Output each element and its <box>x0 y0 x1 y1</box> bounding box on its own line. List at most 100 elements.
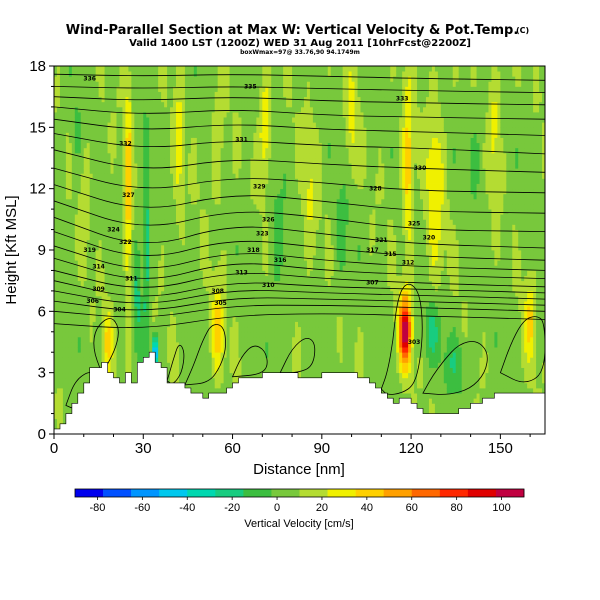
velocity-cell <box>80 71 85 77</box>
velocity-cell <box>199 352 204 358</box>
velocity-cell <box>161 71 165 77</box>
velocity-cell <box>89 117 94 123</box>
velocity-cell <box>155 66 159 72</box>
velocity-cell <box>152 66 156 72</box>
velocity-cell <box>247 81 251 87</box>
velocity-cell <box>214 265 219 271</box>
velocity-cell <box>134 239 138 246</box>
velocity-cell <box>259 321 263 328</box>
velocity-cell <box>71 86 76 92</box>
velocity-cell <box>202 71 207 77</box>
velocity-cell <box>149 316 153 322</box>
velocity-cell <box>134 336 138 343</box>
velocity-cell <box>199 127 204 133</box>
velocity-cell <box>193 122 198 128</box>
velocity-cell <box>170 183 174 190</box>
velocity-cell <box>54 342 58 348</box>
velocity-cell <box>158 163 162 169</box>
velocity-cell <box>125 71 129 77</box>
velocity-cell <box>92 234 97 241</box>
velocity-cell <box>178 96 183 103</box>
velocity-cell <box>77 306 82 312</box>
velocity-cell <box>158 265 162 271</box>
velocity-cell <box>89 301 94 307</box>
velocity-cell <box>181 239 186 246</box>
velocity-cell <box>181 265 186 271</box>
velocity-cell <box>220 163 225 169</box>
chart-subsubtitle: boxWmax=97@ 33.76,90 94.1749m <box>240 49 360 56</box>
velocity-cell <box>164 101 168 108</box>
velocity-cell <box>125 270 129 276</box>
velocity-cell <box>56 250 61 256</box>
velocity-cell <box>181 112 186 118</box>
velocity-cell <box>184 132 189 138</box>
velocity-cell <box>167 188 171 195</box>
velocity-cell <box>235 209 239 215</box>
velocity-cell <box>74 316 79 322</box>
velocity-cell <box>208 372 213 379</box>
velocity-cell <box>229 347 233 353</box>
velocity-cell <box>92 86 97 92</box>
velocity-cell <box>146 76 150 82</box>
velocity-cell <box>86 260 91 266</box>
velocity-cell <box>134 209 138 215</box>
velocity-cell <box>95 137 100 144</box>
velocity-cell <box>104 178 108 184</box>
velocity-cell <box>256 214 260 220</box>
velocity-cell <box>80 214 85 220</box>
velocity-cell <box>217 193 222 200</box>
velocity-cell <box>235 352 239 358</box>
velocity-cell <box>247 127 251 133</box>
velocity-cell <box>140 347 144 353</box>
velocity-cell <box>104 357 108 363</box>
velocity-cell <box>235 260 239 266</box>
velocity-cell <box>140 122 144 128</box>
velocity-cell <box>214 198 219 205</box>
velocity-cell <box>92 352 97 358</box>
velocity-cell <box>187 239 192 246</box>
velocity-cell <box>181 188 186 195</box>
velocity-cell <box>104 352 108 358</box>
velocity-cell <box>119 347 123 353</box>
velocity-cell <box>56 306 61 312</box>
velocity-cell <box>241 239 245 246</box>
velocity-cell <box>220 66 225 72</box>
velocity-cell <box>226 81 230 87</box>
velocity-cell <box>241 275 245 282</box>
velocity-cell <box>226 275 230 282</box>
velocity-cell <box>161 76 165 82</box>
velocity-cell <box>190 219 195 225</box>
velocity-cell <box>54 301 58 307</box>
velocity-cell <box>68 168 73 174</box>
velocity-cell <box>244 321 248 328</box>
velocity-cell <box>155 152 159 159</box>
velocity-cell <box>229 173 233 179</box>
velocity-cell <box>143 173 147 179</box>
velocity-cell <box>71 142 76 149</box>
velocity-cell <box>98 316 103 322</box>
velocity-cell <box>193 91 198 98</box>
velocity-cell <box>190 101 195 108</box>
velocity-cell <box>131 290 135 297</box>
velocity-cell <box>232 301 236 307</box>
velocity-cell <box>68 270 73 276</box>
velocity-cell <box>205 388 210 394</box>
velocity-cell <box>116 367 120 374</box>
velocity-cell <box>131 270 135 276</box>
velocity-cell <box>205 122 210 128</box>
velocity-cell <box>155 91 159 98</box>
velocity-cell <box>247 147 251 154</box>
velocity-cell <box>184 244 189 251</box>
velocity-cell <box>86 173 91 179</box>
velocity-cell <box>223 106 227 113</box>
velocity-cell <box>205 229 210 236</box>
velocity-cell <box>158 326 162 333</box>
velocity-cell <box>62 127 67 133</box>
velocity-cell <box>80 377 85 384</box>
velocity-cell <box>196 101 201 108</box>
velocity-cell <box>74 96 79 103</box>
velocity-cell <box>113 183 117 190</box>
velocity-cell <box>59 204 64 210</box>
velocity-cell <box>232 234 236 241</box>
velocity-cell <box>89 101 94 108</box>
